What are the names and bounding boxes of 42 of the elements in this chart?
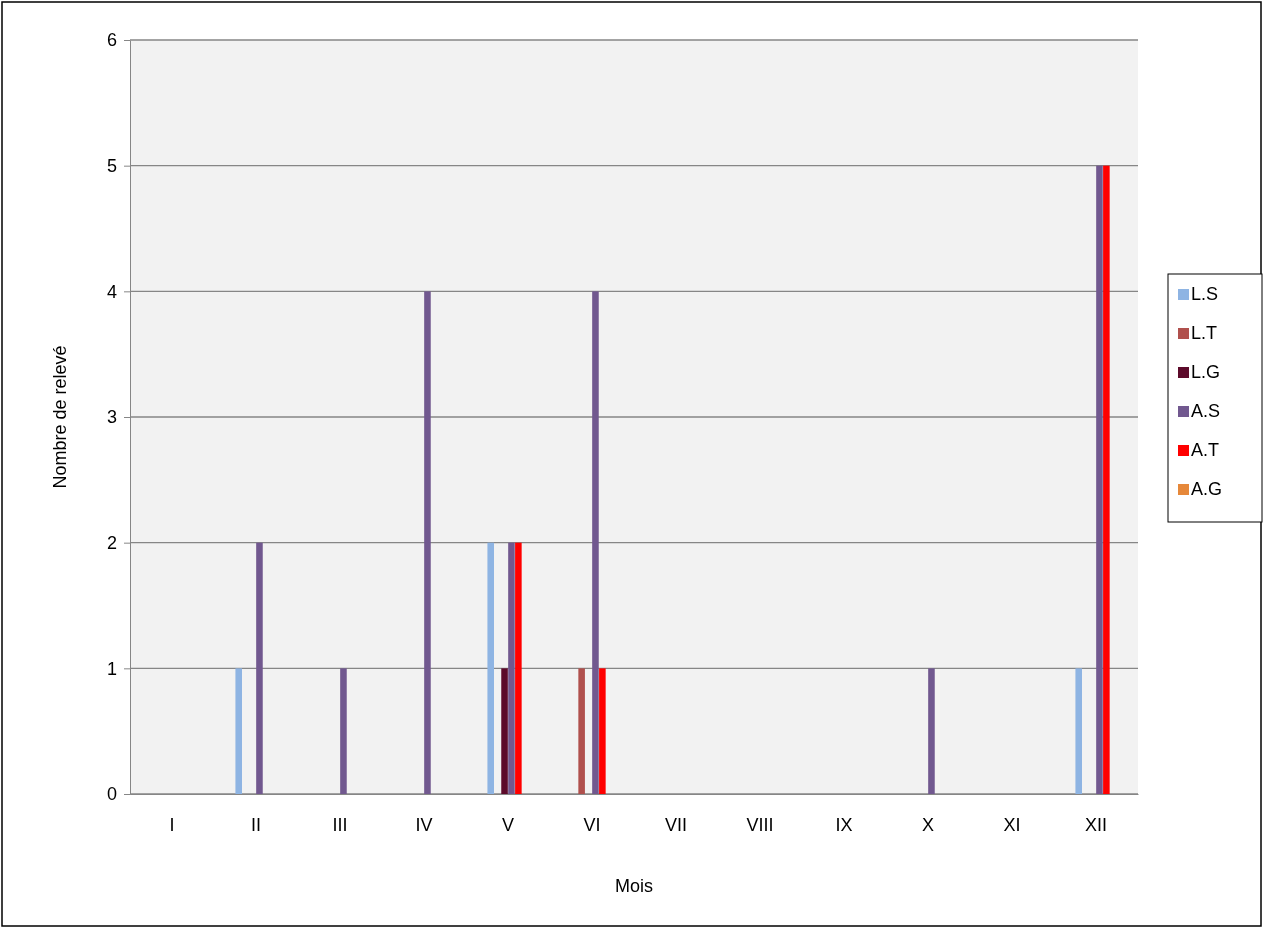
x-tick-label: IV (415, 815, 433, 836)
legend-label: L.G (1191, 362, 1221, 382)
x-tick-label: VI (583, 815, 601, 836)
y-tick-label: 3 (106, 407, 117, 428)
legend-label: A.S (1191, 401, 1221, 421)
bar (501, 668, 508, 794)
y-tick-label: 5 (106, 155, 117, 176)
bar (235, 668, 242, 794)
legend-label: A.T (1191, 440, 1220, 460)
bar (424, 291, 431, 794)
y-tick-label: 1 (106, 658, 117, 679)
bar (340, 668, 347, 794)
x-tick-label: V (501, 815, 515, 836)
bar (578, 668, 585, 794)
x-tick-label: I (169, 815, 175, 836)
bar (599, 668, 606, 794)
legend-label: L.T (1191, 323, 1218, 343)
y-tick-label: 6 (106, 30, 117, 51)
bar (1103, 165, 1110, 794)
x-tick-label: VIII (746, 815, 774, 836)
y-axis-title: Nombre de relevé (50, 345, 70, 489)
bar (508, 542, 515, 794)
bar (1075, 668, 1082, 794)
y-tick-label: 4 (106, 281, 117, 302)
x-axis-title: Mois (614, 876, 654, 896)
legend-label: L.S (1191, 284, 1219, 304)
x-tick-label: II (250, 815, 262, 836)
bar (256, 542, 263, 794)
bar (1096, 165, 1103, 794)
x-tick-label: VII (664, 815, 688, 836)
y-tick-label: 0 (106, 784, 117, 805)
x-tick-label: XI (1003, 815, 1021, 836)
legend-label: A.G (1191, 479, 1223, 499)
bar (928, 668, 935, 794)
y-tick-label: 2 (106, 532, 117, 553)
bar (487, 542, 494, 794)
x-tick-label: III (332, 815, 348, 836)
x-tick-label: XII (1084, 815, 1108, 836)
bar (515, 542, 522, 794)
x-tick-label: X (921, 815, 935, 836)
bar (592, 291, 599, 794)
x-tick-label: IX (835, 815, 853, 836)
